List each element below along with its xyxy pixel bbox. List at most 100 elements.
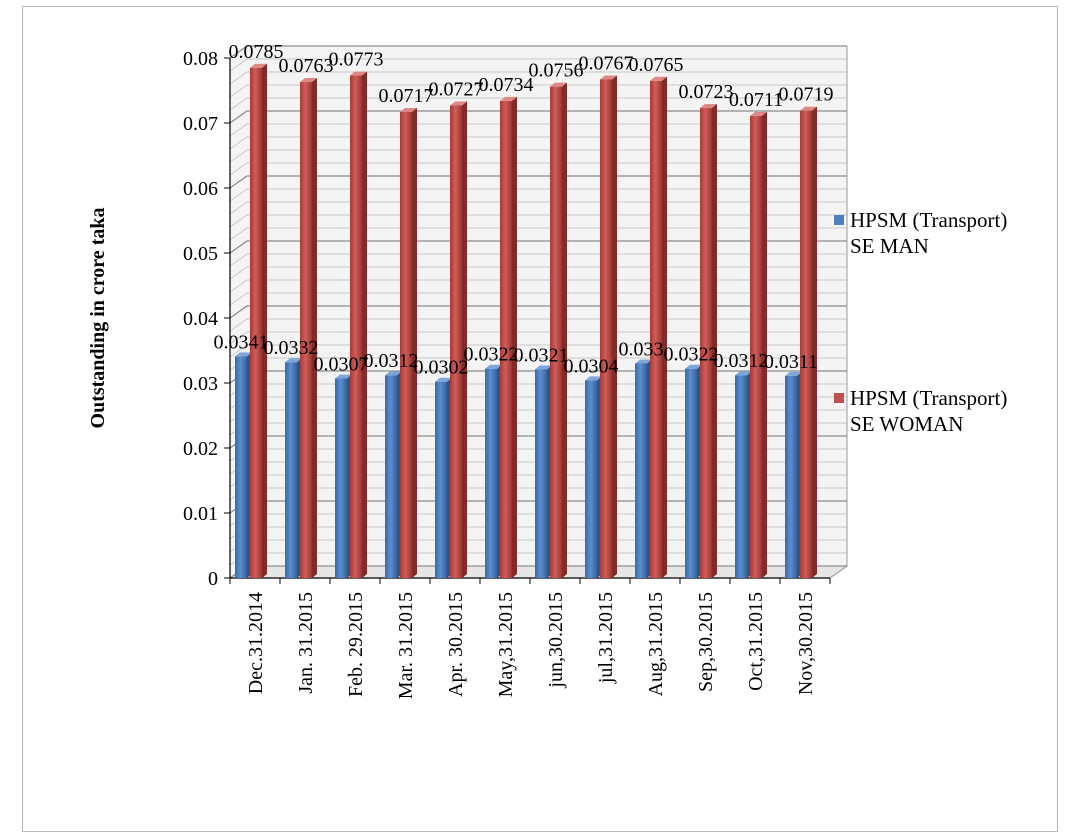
x-tick-label: Dec.31.2014 — [245, 592, 267, 694]
bar — [435, 381, 447, 578]
x-tick-label: Mar. 31.2015 — [395, 592, 417, 699]
bar-top — [335, 374, 352, 379]
y-tick-label: 0.07 — [183, 113, 218, 135]
data-label: 0.0773 — [329, 49, 384, 71]
data-label: 0.0307 — [314, 353, 369, 375]
bar-top — [650, 76, 667, 81]
data-label: 0.0767 — [579, 52, 634, 74]
data-label: 0.0322 — [664, 344, 719, 366]
x-tick-label: jul,31.2015 — [595, 592, 617, 684]
minor-gridline — [229, 71, 847, 85]
data-label: 0.0711 — [729, 89, 783, 111]
bar-top — [585, 376, 602, 381]
minor-gridline — [229, 318, 847, 332]
bar-top — [800, 106, 817, 111]
bar-top — [535, 365, 552, 370]
data-label: 0.0311 — [764, 351, 818, 373]
bar-side — [362, 71, 367, 579]
data-label: 0.0719 — [779, 84, 834, 106]
bar — [350, 75, 362, 579]
bar-top — [435, 377, 452, 382]
data-label: 0.0304 — [564, 355, 619, 377]
y-tick-label: 0.03 — [183, 373, 218, 395]
bar-side — [662, 76, 667, 578]
bar-top — [700, 104, 717, 109]
minor-gridline — [229, 214, 847, 228]
minor-gridline — [229, 136, 847, 150]
bar-side — [312, 78, 317, 579]
major-gridline — [229, 305, 847, 319]
bar-top — [450, 101, 467, 106]
bar-top — [685, 364, 702, 369]
minor-gridline — [229, 84, 847, 98]
data-label: 0.033 — [619, 339, 664, 361]
bars — [235, 63, 817, 579]
minor-gridline — [229, 253, 847, 267]
bar — [535, 369, 547, 578]
minor-gridline — [229, 123, 847, 137]
bar — [550, 86, 562, 578]
data-label: 0.0785 — [229, 41, 284, 63]
bar-top — [285, 358, 302, 363]
x-tick-label: Sep,30.2015 — [695, 592, 717, 692]
minor-gridline — [229, 227, 847, 241]
bar-side — [712, 104, 717, 579]
bar-side — [612, 75, 617, 578]
bar — [750, 115, 762, 578]
minor-gridline — [229, 162, 847, 176]
y-tick-label: 0 — [208, 568, 218, 590]
bar-top — [550, 82, 567, 87]
bar — [785, 375, 797, 578]
legend-swatch-man — [834, 215, 844, 225]
bar — [500, 100, 512, 579]
x-tick-label: Nov,30.2015 — [795, 592, 817, 695]
y-tick-labels: 0 0.01 0.02 0.03 0.04 0.05 0.06 0.07 0.08 — [183, 48, 218, 590]
bar-side — [412, 107, 417, 578]
minor-gridline — [229, 292, 847, 306]
y-tick-label: 0.04 — [183, 308, 218, 330]
y-tick-label: 0.01 — [183, 503, 218, 525]
x-tick-label: Apr. 30.2015 — [445, 592, 467, 697]
data-label: 0.0321 — [514, 344, 569, 366]
bar-side — [462, 101, 467, 578]
bar — [400, 111, 412, 578]
bar-side — [812, 106, 817, 579]
bar — [700, 108, 712, 579]
bar — [485, 368, 497, 578]
minor-gridline — [229, 97, 847, 111]
y-tick-label: 0.08 — [183, 48, 218, 70]
data-label: 0.0717 — [379, 85, 434, 107]
data-label: 0.0734 — [479, 74, 534, 96]
x-tick-label: Aug,31.2015 — [645, 592, 667, 696]
x-tick-label: Feb. 29.2015 — [345, 592, 367, 697]
bar-top — [400, 107, 417, 112]
bar-top — [350, 71, 367, 76]
floor-right-edge — [829, 565, 848, 579]
data-label: 0.0332 — [264, 337, 319, 359]
minor-gridline — [229, 149, 847, 163]
bar-top — [485, 364, 502, 369]
minor-gridline — [229, 331, 847, 345]
data-label: 0.0312 — [714, 350, 769, 372]
bar — [600, 79, 612, 578]
bar-top — [250, 63, 267, 68]
bar — [800, 110, 812, 579]
bar — [635, 363, 647, 578]
bar — [385, 375, 397, 578]
x-tick-label: Oct,31.2015 — [745, 592, 767, 691]
major-gridline — [229, 175, 847, 189]
data-label: 0.0723 — [679, 81, 734, 103]
minor-gridline — [229, 344, 847, 358]
bar — [300, 82, 312, 579]
bar-top — [300, 78, 317, 83]
data-label: 0.0312 — [364, 350, 419, 372]
bar — [235, 356, 247, 578]
bar-top — [385, 371, 402, 376]
bar — [685, 368, 697, 578]
minor-gridline — [229, 266, 847, 280]
bar — [650, 80, 662, 578]
bar — [450, 105, 462, 578]
bar-top — [750, 111, 767, 116]
minor-gridline — [229, 58, 847, 72]
